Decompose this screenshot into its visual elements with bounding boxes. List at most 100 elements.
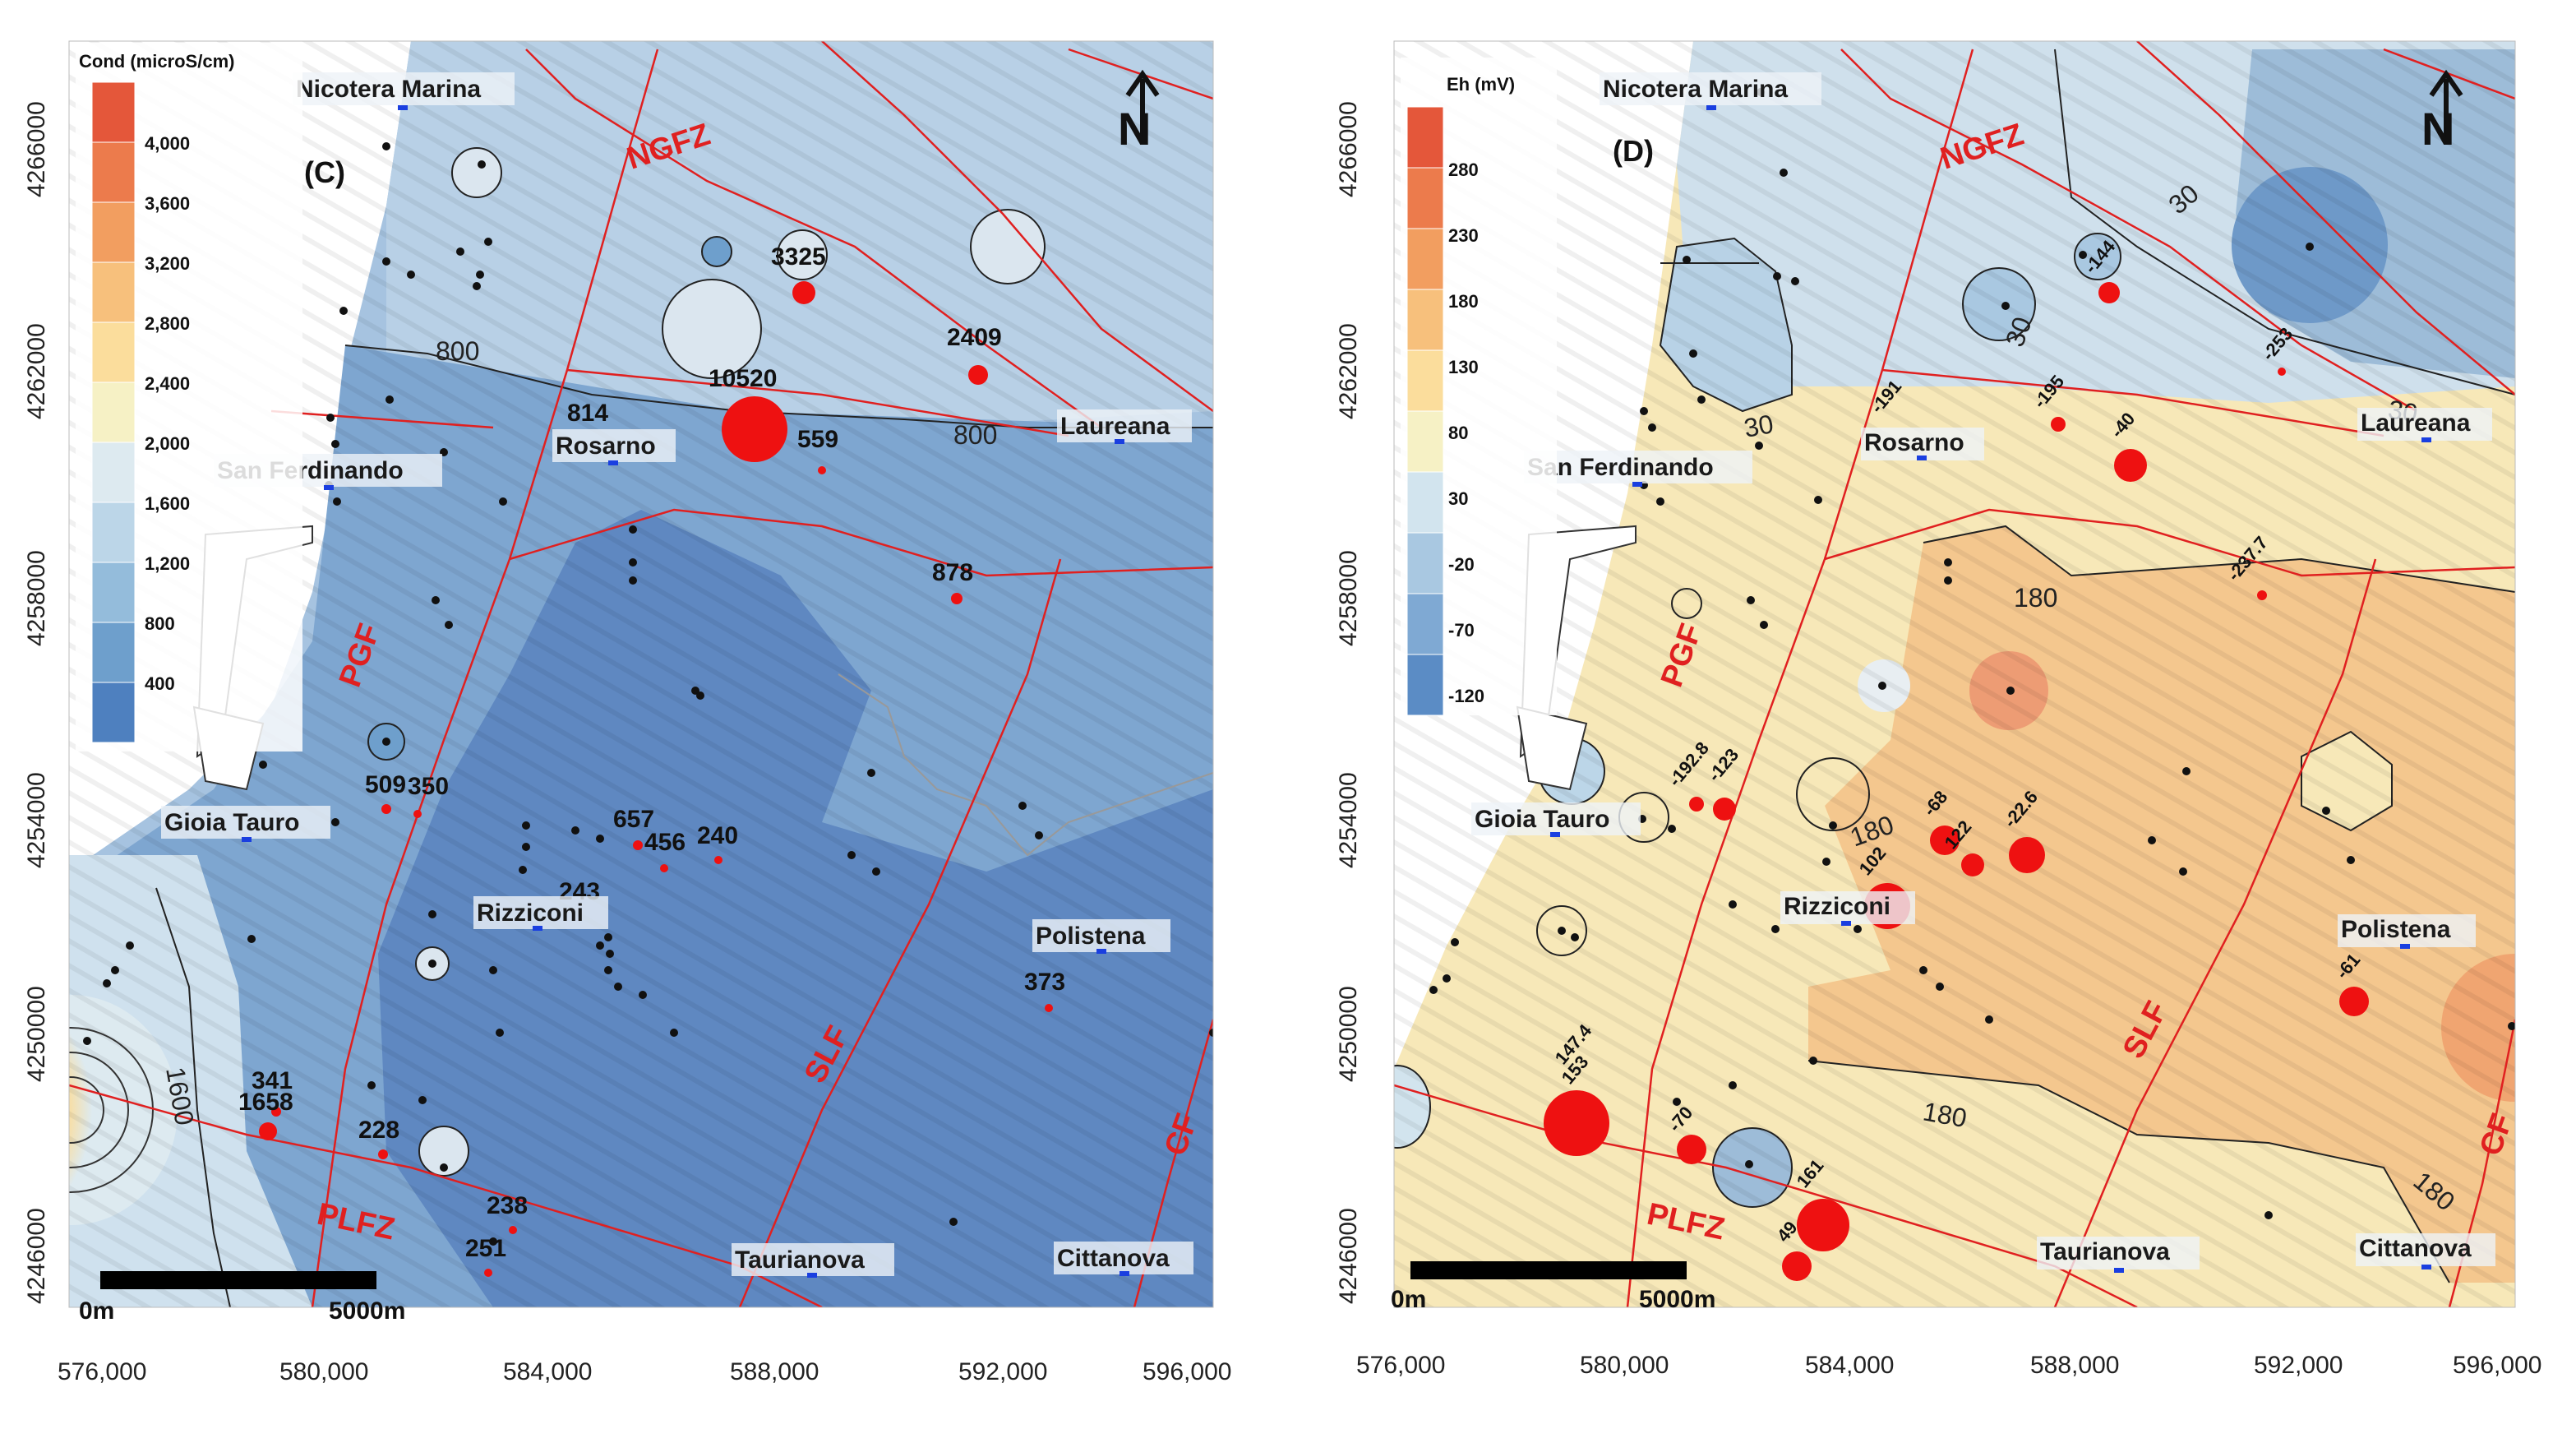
value-c-350: 350: [408, 773, 449, 800]
town-taurianova-c: Taurianova: [735, 1246, 865, 1274]
legend-tick-c-4: 2,400: [145, 373, 190, 394]
town-sanferdinando-d: San Ferdinando: [1527, 454, 1714, 481]
value-c-251: 251: [465, 1235, 506, 1262]
town-polistena-c: Polistena: [1036, 923, 1146, 950]
y-tick-c-5: 4246000: [23, 1208, 50, 1304]
legend-tick-d-2: 180: [1448, 291, 1479, 312]
legend-swatch: [91, 261, 136, 323]
legend-tick-c-1: 3,600: [145, 193, 190, 214]
town-marker-icon: [242, 837, 252, 842]
panel-letter-c: (C): [304, 155, 345, 189]
scale-start-d: 0m: [1391, 1286, 1426, 1313]
value-c-341: 341: [252, 1067, 293, 1094]
legend-swatch: [1406, 471, 1444, 534]
x-tick-c-2: 584,000: [503, 1358, 592, 1385]
value-c-657: 657: [613, 806, 654, 833]
town-nicotera-d: Nicotera Marina: [1603, 76, 1788, 103]
x-tick-d-1: 580,000: [1580, 1352, 1669, 1379]
contour-label-d3: 30: [1742, 409, 1775, 443]
legend-swatch: [1406, 349, 1444, 412]
x-tick-c-1: 580,000: [279, 1358, 368, 1385]
legend-tick-d-1: 230: [1448, 225, 1479, 246]
y-tick-c-4: 4250000: [23, 986, 50, 1082]
value-c-228: 228: [358, 1117, 399, 1144]
legend-swatch: [1406, 593, 1444, 655]
north-letter: N: [1118, 103, 1151, 155]
town-marker-icon: [1917, 456, 1927, 460]
y-tick-d-4: 4250000: [1335, 986, 1362, 1082]
y-tick-d-5: 4246000: [1335, 1208, 1362, 1304]
legend-tick-c-2: 3,200: [145, 253, 190, 274]
town-marker-icon: [2114, 1268, 2124, 1273]
legend-tick-d-7: -70: [1448, 620, 1475, 641]
town-marker-icon: [807, 1273, 817, 1278]
value-c-456: 456: [644, 829, 686, 856]
value-c-814: 814: [567, 400, 608, 427]
town-marker-icon: [533, 926, 542, 931]
town-polistena-d: Polistena: [2341, 916, 2451, 943]
y-tick-c-1: 4262000: [23, 323, 50, 419]
x-tick-c-3: 588,000: [730, 1358, 819, 1385]
legend-swatch: [91, 502, 136, 563]
town-laureana-d: Laureana: [2361, 409, 2471, 437]
town-marker-icon: [2400, 944, 2410, 949]
town-marker-icon: [1632, 482, 1642, 487]
scale-bar-c: 0m 5000m: [79, 1271, 405, 1325]
town-rosarno-c: Rosarno: [556, 432, 656, 460]
legend-tick-c-0: 4,000: [145, 133, 190, 154]
scale-start-c: 0m: [79, 1297, 114, 1325]
scale-end-d: 5000m: [1639, 1286, 1715, 1313]
towns-d: Nicotera Marina San Ferdinando Rosarno L…: [1471, 72, 2495, 1273]
legend-tick-c-6: 1,600: [145, 493, 190, 514]
legend-tick-d-3: 130: [1448, 357, 1479, 377]
legend-swatch: [91, 201, 136, 263]
legend-swatch: [91, 81, 136, 143]
legend-tick-d-8: -120: [1448, 686, 1484, 706]
town-laureana-c: Laureana: [1060, 413, 1170, 440]
value-c-240: 240: [697, 822, 738, 849]
x-tick-c-5: 596,000: [1143, 1358, 1231, 1385]
legend-title-d: Eh (mV): [1447, 74, 1515, 95]
town-marker-icon: [1706, 105, 1716, 110]
town-marker-icon: [2421, 437, 2431, 442]
town-marker-icon: [1841, 921, 1851, 926]
y-tick-d-0: 4266000: [1335, 101, 1362, 197]
legend-tick-c-9: 400: [145, 673, 175, 694]
y-tick-d-3: 4254000: [1335, 772, 1362, 868]
town-marker-icon: [1115, 439, 1124, 444]
legend-title-c: Cond (microS/cm): [79, 51, 234, 72]
legend-swatch: [91, 141, 136, 203]
legend-tick-d-5: 30: [1448, 488, 1468, 509]
legend-d: Eh (mV) 280 230 180 130 80 30 -20 -70 -1…: [1401, 58, 1557, 716]
contour-label-d5: 180: [2014, 583, 2057, 613]
value-c-1658: 1658: [238, 1089, 293, 1116]
town-rizziconi-d: Rizziconi: [1784, 893, 1890, 920]
scale-bar-d: 0m 5000m: [1391, 1261, 1715, 1313]
legend-swatch: [1406, 106, 1444, 169]
x-tick-d-3: 588,000: [2030, 1352, 2119, 1379]
x-tick-d-2: 584,000: [1805, 1352, 1894, 1379]
x-tick-d-5: 596,000: [2453, 1352, 2541, 1379]
value-c-2409: 2409: [947, 324, 1002, 351]
value-c-3325: 3325: [771, 243, 826, 271]
legend-tick-d-4: 80: [1448, 423, 1468, 443]
panel-c: 800 800 1600 3325 10520 2409 814 559 878…: [23, 40, 1231, 1385]
town-cittanova-d: Cittanova: [2359, 1235, 2472, 1262]
scale-end-c: 5000m: [329, 1297, 405, 1325]
legend-tick-c-7: 1,200: [145, 553, 190, 574]
legend-swatch: [1406, 532, 1444, 594]
north-letter: N: [2421, 103, 2454, 155]
town-taurianova-d: Taurianova: [2040, 1238, 2170, 1265]
legend-tick-c-5: 2,000: [145, 433, 190, 454]
town-marker-icon: [608, 460, 618, 465]
x-tick-d-0: 576,000: [1356, 1352, 1445, 1379]
legend-swatch: [91, 622, 136, 683]
value-labels-c: 3325 10520 2409 814 559 878 509 350 657 …: [238, 243, 1065, 1262]
legend-swatch: [91, 321, 136, 383]
legend-swatch: [1406, 167, 1444, 229]
town-marker-icon: [1096, 949, 1106, 954]
town-rosarno-d: Rosarno: [1864, 429, 1964, 456]
contour-label-c1: 800: [436, 336, 479, 366]
legend-swatch: [1406, 654, 1444, 716]
